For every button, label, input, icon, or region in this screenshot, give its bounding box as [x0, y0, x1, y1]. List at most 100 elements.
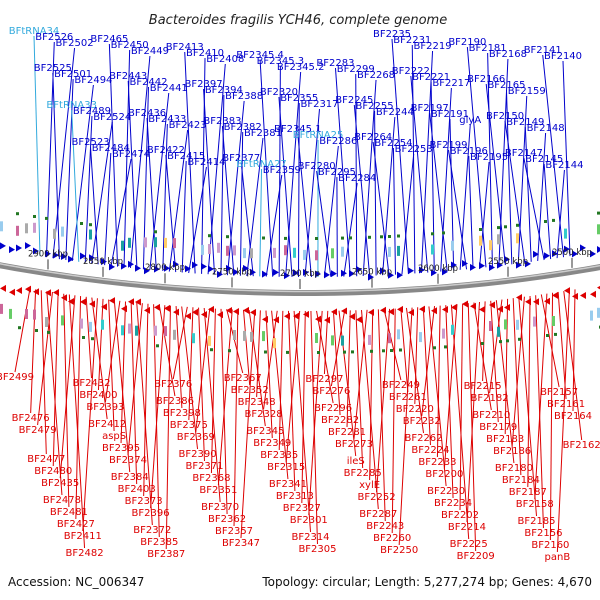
forward-gene-arrow [16, 244, 22, 252]
reverse-gene-label: BF2341 [269, 479, 307, 490]
reverse-dot-mark [546, 334, 549, 337]
reverse-gene-arrow [16, 287, 22, 295]
forward-gene-arrow [262, 270, 268, 278]
reverse-leader-line [489, 299, 503, 394]
reverse-leader-line [482, 301, 486, 382]
reverse-gene-label: BF2396 [132, 508, 170, 519]
forward-leader-line [401, 153, 415, 275]
reverse-gene-arrow [341, 307, 347, 315]
forward-gene-arrow [243, 264, 249, 272]
forward-cog-block [451, 240, 454, 251]
reverse-cog-block [262, 331, 265, 342]
reverse-leader-line [113, 300, 131, 473]
reverse-gene-arrow [388, 308, 394, 316]
reverse-leader-line [338, 310, 357, 457]
forward-gene-arrow [109, 263, 115, 271]
reverse-leader-line [181, 306, 199, 450]
reverse-gene-arrow [273, 316, 279, 324]
reverse-cog-block [533, 316, 536, 327]
reverse-leader-line [217, 309, 233, 486]
reverse-gene-label: BF2160 [531, 540, 569, 551]
reverse-leader-line [82, 298, 98, 532]
forward-gene-label: BF2489 [73, 106, 111, 117]
reverse-gene-arrow [572, 292, 578, 300]
reverse-leader-line [248, 310, 266, 427]
reverse-cog-block [80, 318, 83, 329]
reverse-gene-label: BF2225 [450, 539, 488, 550]
reverse-leader-line [240, 310, 256, 539]
reverse-gene-arrow [368, 308, 374, 316]
reverse-gene-label: BF2260 [373, 533, 411, 544]
forward-cog-block [0, 221, 3, 232]
forward-leader-line [459, 124, 471, 270]
reverse-cog-block [33, 309, 36, 320]
reverse-cog-block [135, 325, 138, 336]
reverse-leader-line [332, 310, 341, 416]
forward-gene-label: BF2235 [373, 29, 411, 40]
forward-cog-block [128, 237, 131, 248]
forward-leader-line [33, 35, 41, 257]
forward-gene-arrow [331, 270, 337, 278]
forward-leader-line [353, 104, 371, 276]
forward-gene-arrow [9, 246, 15, 254]
forward-gene-arrow [217, 270, 223, 278]
forward-gene-label: BF2524 [93, 112, 131, 123]
forward-cog-block [61, 226, 64, 237]
reverse-leader-line [414, 307, 419, 405]
reverse-gene-arrow [431, 307, 437, 315]
forward-cog-block [597, 224, 600, 235]
reverse-gene-label: BF2476 [12, 413, 50, 424]
reverse-leader-line [226, 309, 244, 374]
forward-cog-block [516, 233, 519, 244]
reverse-gene-label: BF2499 [0, 372, 34, 383]
reverse-gene-label: BF2374 [109, 455, 147, 466]
forward-gene-arrow [397, 271, 403, 279]
forward-leader-line [181, 160, 187, 273]
reverse-gene-arrow [397, 305, 403, 313]
forward-gene-arrow [341, 269, 347, 277]
forward-gene-arrow [597, 246, 600, 254]
reverse-gene-label: BF2348 [238, 397, 276, 408]
forward-gene-arrow [185, 265, 191, 273]
reverse-gene-label: BF2403 [118, 484, 156, 495]
reverse-gene-label: BF2234 [434, 498, 472, 509]
forward-leader-line [523, 157, 545, 261]
reverse-dot-mark [35, 329, 38, 332]
forward-gene-label: BF2345.1 [274, 124, 322, 135]
scale-tick-label: 2900 kbp [28, 249, 68, 259]
forward-gene-label: BF2422 [147, 145, 185, 156]
reverse-gene-label: BF2233 [418, 457, 456, 468]
forward-leader-line [372, 141, 390, 275]
genome-summary: Topology: circular; Length: 5,277,274 bp… [261, 575, 592, 589]
forward-gene-arrow [479, 262, 485, 270]
reverse-gene-arrow [233, 307, 239, 315]
forward-gene-label: BF2449 [131, 46, 169, 57]
forward-gene-label: BF2196 [450, 146, 488, 157]
reverse-dot-mark [343, 350, 346, 354]
forward-gene-label: BF2502 [56, 38, 94, 49]
forward-cog-block [293, 247, 296, 258]
forward-cog-block [25, 223, 28, 234]
forward-gene-arrow [368, 273, 374, 281]
forward-leader-line [485, 83, 506, 266]
forward-leader-line [362, 79, 377, 277]
reverse-gene-arrow [462, 300, 468, 308]
forward-gene-label: BF2283 [316, 58, 354, 69]
forward-gene-label: BF2295 [318, 167, 356, 178]
forward-gene-label: BF2359 [263, 165, 301, 176]
trna-gene-label: BFtRNA33 [46, 100, 97, 111]
reverse-gene-arrow [25, 285, 31, 293]
forward-gene-label: BF2195 [470, 152, 508, 163]
forward-gene-label: BF2345.3 [257, 56, 305, 67]
forward-dot-mark [497, 226, 500, 230]
reverse-dot-mark [382, 349, 385, 353]
forward-gene-label: BF2286 [319, 136, 357, 147]
forward-gene-label: BF2231 [393, 35, 431, 46]
map-title: Bacteroides fragilis YCH46, complete gen… [149, 13, 447, 28]
reverse-gene-label: BF2183 [486, 434, 524, 445]
forward-dot-mark [16, 212, 19, 216]
forward-leader-line [304, 108, 320, 278]
reverse-gene-label: BF2477 [27, 454, 65, 465]
forward-gene-label: BF2484 [92, 143, 130, 154]
